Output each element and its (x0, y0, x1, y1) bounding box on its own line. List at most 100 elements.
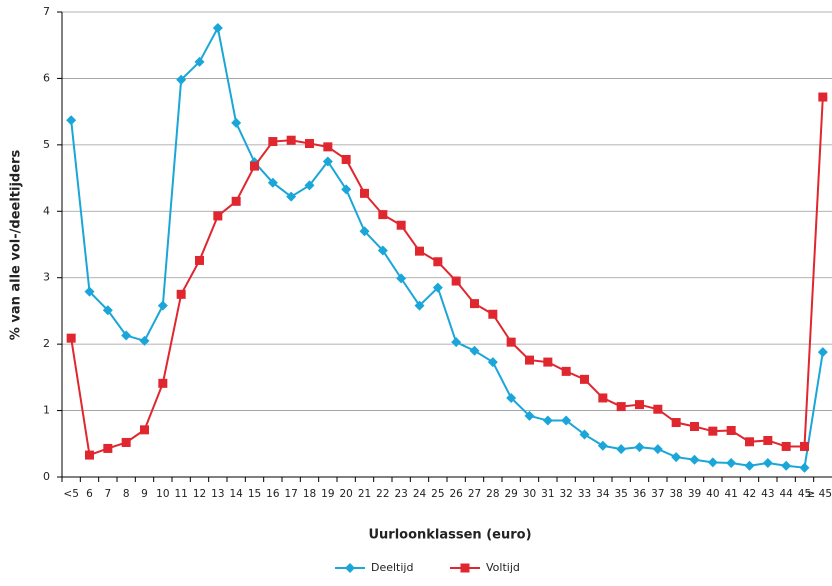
x-tick-label: 23 (394, 488, 407, 500)
data-point (469, 345, 480, 356)
y-tick-label: 6 (43, 71, 50, 84)
data-point (488, 309, 498, 319)
y-tick-label: 1 (43, 404, 50, 417)
x-tick-label: 6 (86, 488, 93, 500)
data-point (726, 458, 737, 469)
data-point (689, 454, 700, 465)
x-tick-label: 39 (688, 488, 701, 500)
data-point (139, 335, 150, 346)
x-tick-label: 7 (104, 488, 111, 500)
x-tick-label: 27 (468, 488, 481, 500)
legend-label: Voltijd (486, 561, 520, 574)
data-point (286, 135, 296, 145)
x-axis-title: Uurloonklassen (euro) (368, 528, 531, 543)
data-point (341, 154, 351, 164)
x-tick-label: 20 (339, 488, 352, 500)
data-point (305, 139, 314, 149)
data-point (800, 441, 809, 451)
x-tick-label: 28 (486, 488, 499, 500)
data-point (707, 457, 718, 468)
data-point (745, 437, 754, 447)
legend-label: Deeltijd (371, 561, 413, 574)
y-tick-label: 4 (43, 204, 50, 217)
data-point (525, 355, 534, 365)
data-point (506, 337, 516, 347)
data-point (580, 374, 589, 384)
data-point (176, 74, 187, 85)
x-tick-label: 25 (431, 488, 444, 500)
data-point (377, 245, 388, 256)
data-point (157, 300, 168, 311)
data-point (598, 393, 608, 403)
x-tick-label: 40 (706, 488, 719, 500)
series-line (70, 96, 824, 457)
data-point (121, 330, 132, 341)
data-point (158, 378, 168, 388)
data-point (561, 366, 571, 376)
x-tick-label: 34 (596, 488, 610, 500)
x-tick-label: 38 (669, 488, 682, 500)
data-point (634, 442, 645, 453)
x-tick-label: 44 (779, 488, 793, 500)
x-tick-label: 36 (633, 488, 647, 500)
data-point (322, 156, 333, 167)
data-point (267, 177, 278, 188)
data-point (268, 137, 278, 147)
data-point (103, 443, 113, 453)
y-tick-label: 3 (43, 271, 50, 284)
data-point (487, 357, 498, 368)
data-point (781, 460, 792, 471)
data-point (652, 444, 663, 455)
data-point (451, 276, 461, 286)
data-point (231, 117, 242, 128)
x-tick-label: 19 (321, 488, 334, 500)
data-point (304, 180, 315, 191)
data-point (250, 161, 259, 171)
data-point (396, 220, 406, 230)
x-tick-label: 45 (798, 488, 811, 500)
y-axis-title: % van alle vol-/deeltijders (9, 150, 24, 341)
data-point (432, 282, 443, 293)
x-tick-label: 11 (174, 488, 187, 500)
data-point (341, 184, 352, 195)
data-point (818, 92, 828, 102)
data-point (433, 257, 443, 267)
data-point (671, 418, 681, 428)
y-tick-label: 2 (43, 337, 50, 350)
data-point (781, 441, 791, 451)
data-point (121, 437, 131, 447)
x-tick-label: 8 (123, 488, 130, 500)
x-tick-label: 22 (376, 488, 389, 500)
x-tick-label: 33 (578, 488, 591, 500)
data-point (763, 435, 773, 445)
y-tick-label: 5 (43, 138, 50, 151)
data-point (799, 462, 810, 473)
data-point (506, 392, 517, 403)
data-point (195, 255, 204, 265)
series-line (70, 25, 824, 469)
data-point (359, 226, 370, 237)
x-tick-label: 35 (614, 488, 627, 500)
data-point (579, 429, 590, 440)
x-tick-label: 15 (248, 488, 261, 500)
x-tick-label: 16 (266, 488, 280, 500)
x-tick-label: 13 (211, 488, 224, 500)
data-point (726, 426, 736, 435)
x-tick-label: ≥ 45 (807, 488, 832, 500)
x-tick-label: 43 (761, 488, 774, 500)
data-point (84, 286, 95, 297)
data-point (176, 289, 186, 299)
x-tick-label: 31 (541, 488, 554, 500)
x-tick-label: <5 (63, 488, 78, 500)
data-point (102, 305, 113, 316)
x-tick-label: 10 (156, 488, 169, 500)
x-tick-label: 18 (303, 488, 316, 500)
data-point (653, 404, 663, 414)
x-tick-label: 26 (449, 488, 463, 500)
x-tick-label: 30 (523, 488, 536, 500)
data-point (616, 444, 627, 455)
data-point (415, 246, 424, 256)
data-point (231, 196, 241, 206)
data-point (360, 188, 369, 198)
